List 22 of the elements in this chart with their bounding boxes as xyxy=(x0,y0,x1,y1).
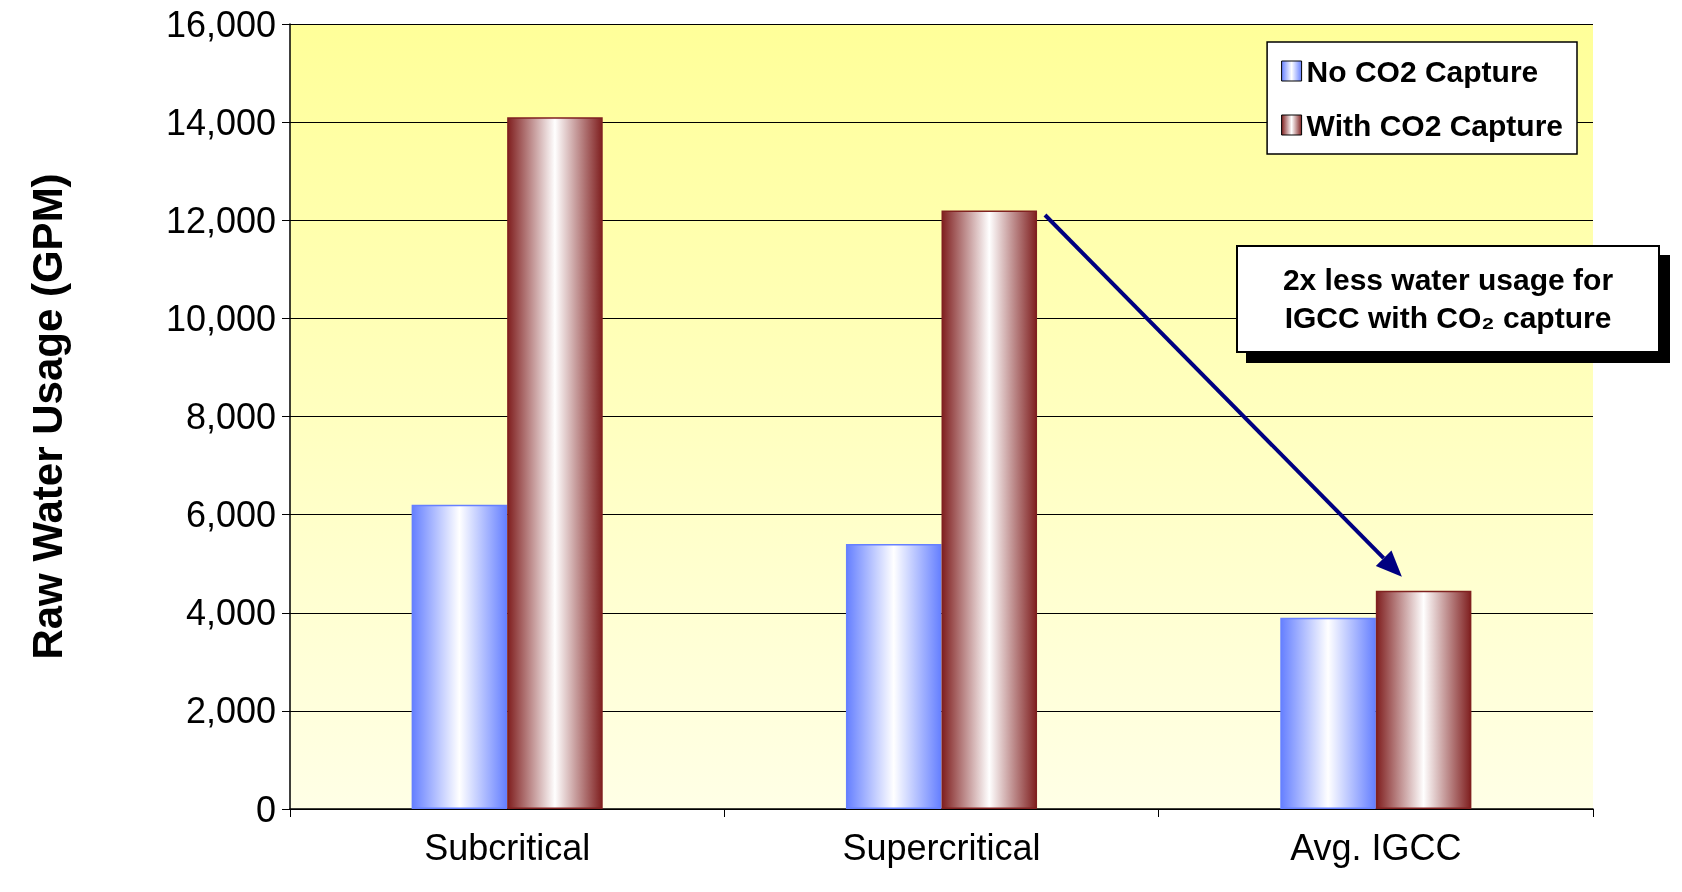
y-tick-label: 4,000 xyxy=(185,592,276,634)
y-tick-label: 0 xyxy=(255,788,276,830)
bar xyxy=(1280,617,1376,809)
legend-label: No CO2 Capture xyxy=(1306,54,1539,88)
legend-label: With CO2 Capture xyxy=(1306,108,1563,142)
bar xyxy=(845,544,942,809)
y-axis-title: Raw Water Usage (GPM) xyxy=(23,173,71,660)
bar xyxy=(411,504,508,809)
x-tick-label: Subcritical xyxy=(424,826,591,868)
y-tick-label: 14,000 xyxy=(165,101,276,143)
y-tick-label: 10,000 xyxy=(165,297,276,339)
x-tick-label: Supercritical xyxy=(842,826,1041,868)
y-tick-label: 8,000 xyxy=(185,396,276,437)
x-tick-label: Avg. IGCC xyxy=(1290,826,1462,868)
y-tick-label: 12,000 xyxy=(165,199,276,241)
y-tick-label: 2,000 xyxy=(185,690,276,732)
bar xyxy=(507,117,603,809)
y-tick-label: 6,000 xyxy=(185,494,276,536)
bar xyxy=(941,210,1038,809)
annotation: 2x less water usage for IGCC with CO₂ capture xyxy=(1236,245,1660,353)
y-tick-label: 16,000 xyxy=(165,3,276,45)
bar xyxy=(1375,590,1472,809)
